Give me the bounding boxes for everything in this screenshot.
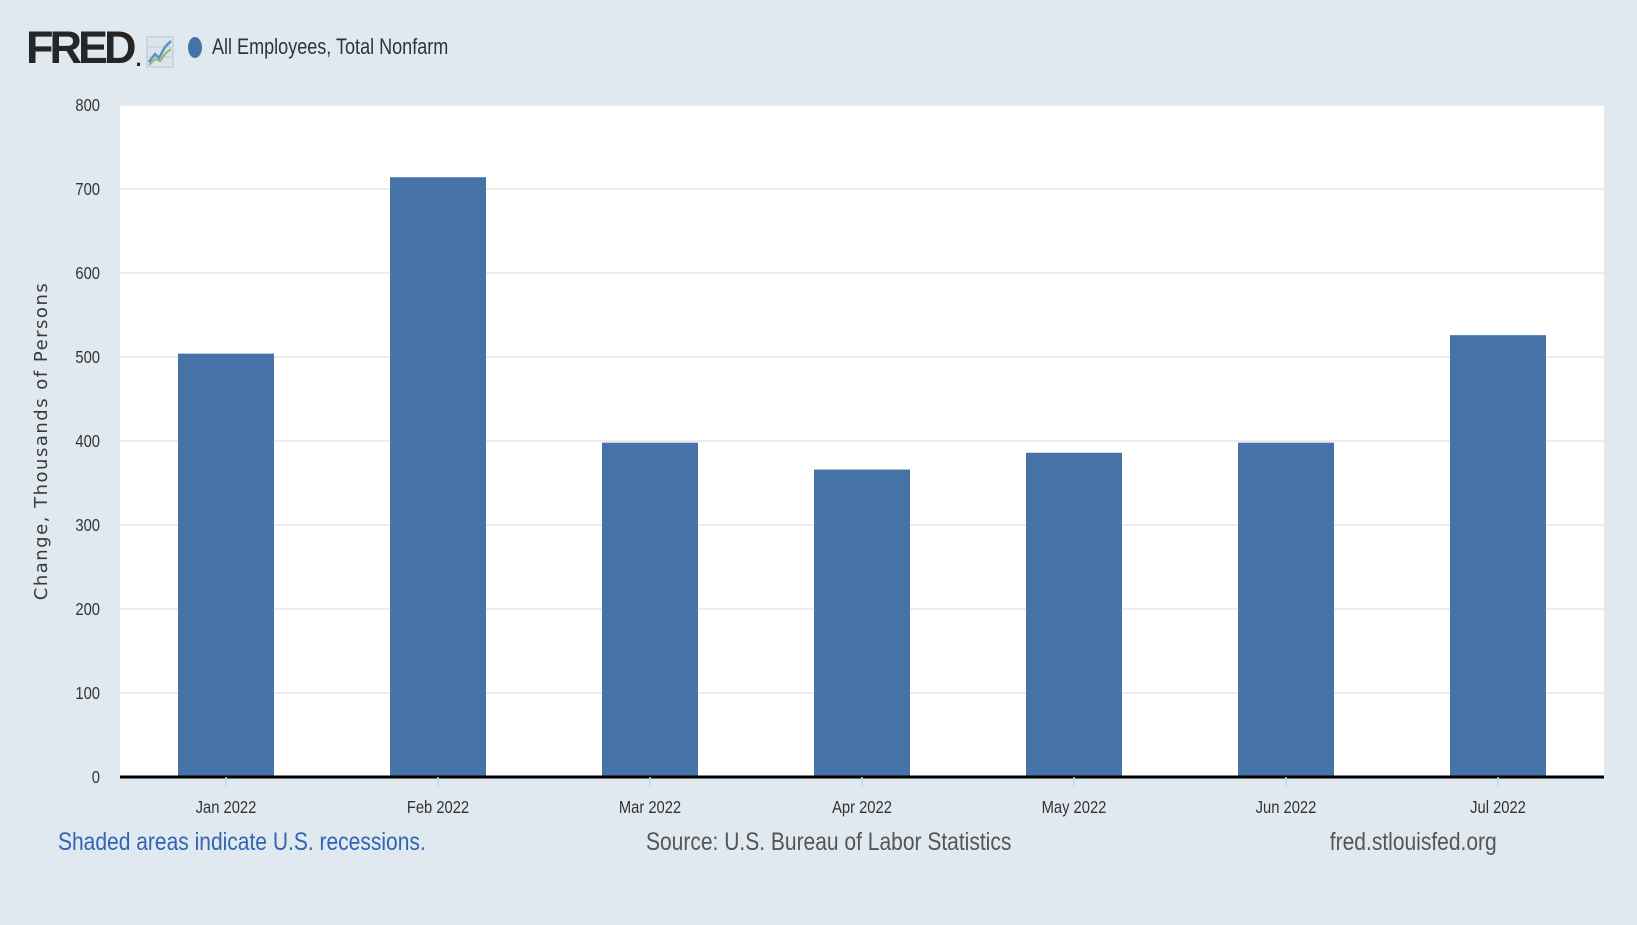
x-axis-ticks: Jan 2022 Feb 2022 Mar 2022 Apr 2022 May 2022… bbox=[196, 777, 1526, 817]
y-tick-label: 100 bbox=[75, 684, 100, 704]
dot-icon bbox=[187, 36, 202, 58]
x-tick-label: May 2022 bbox=[1042, 798, 1107, 818]
legend-item[interactable]: All Employees, Total Nonfarm bbox=[187, 34, 500, 60]
bar[interactable] bbox=[1238, 442, 1334, 777]
line-graph-icon bbox=[146, 36, 174, 67]
y-tick-label: 300 bbox=[75, 516, 100, 536]
x-tick-label: Jan 2022 bbox=[196, 798, 257, 818]
bar[interactable] bbox=[178, 353, 274, 777]
y-axis-title: Change, Thousands of Persons bbox=[31, 282, 52, 600]
bar[interactable] bbox=[602, 442, 698, 777]
legend-label: All Employees, Total Nonfarm bbox=[211, 34, 448, 59]
fred-logo-text: FRED bbox=[26, 21, 136, 73]
source-text: Source: U.S. Bureau of Labor Statistics bbox=[646, 828, 1012, 856]
y-tick-label: 500 bbox=[75, 348, 100, 368]
fred-logo[interactable]: FRED . bbox=[26, 25, 174, 70]
x-tick-label: Jun 2022 bbox=[1256, 798, 1317, 818]
y-tick-label: 400 bbox=[75, 432, 100, 452]
bar[interactable] bbox=[1450, 335, 1546, 777]
x-tick-label: Apr 2022 bbox=[832, 798, 892, 818]
x-tick-label: Jul 2022 bbox=[1470, 798, 1526, 818]
x-tick-label: Feb 2022 bbox=[407, 798, 469, 818]
y-tick-label: 800 bbox=[75, 96, 100, 116]
y-tick-label: 600 bbox=[75, 264, 100, 284]
bars bbox=[178, 177, 1546, 778]
y-tick-label: 200 bbox=[75, 600, 100, 620]
chart-header: FRED . All Employees, Total Nonfarm bbox=[26, 22, 500, 72]
x-tick-label: Mar 2022 bbox=[619, 798, 681, 818]
fred-logo-dot: . bbox=[135, 45, 142, 71]
site-link[interactable]: fred.stlouisfed.org bbox=[1330, 828, 1497, 856]
bar[interactable] bbox=[814, 469, 910, 777]
bar[interactable] bbox=[390, 177, 486, 778]
y-axis-ticks: 0 100 200 300 400 500 600 700 800 bbox=[75, 96, 100, 788]
y-tick-label: 700 bbox=[75, 180, 100, 200]
bar[interactable] bbox=[1026, 452, 1122, 777]
recession-note-link[interactable]: Shaded areas indicate U.S. recessions. bbox=[58, 828, 426, 856]
y-tick-label: 0 bbox=[92, 768, 100, 788]
